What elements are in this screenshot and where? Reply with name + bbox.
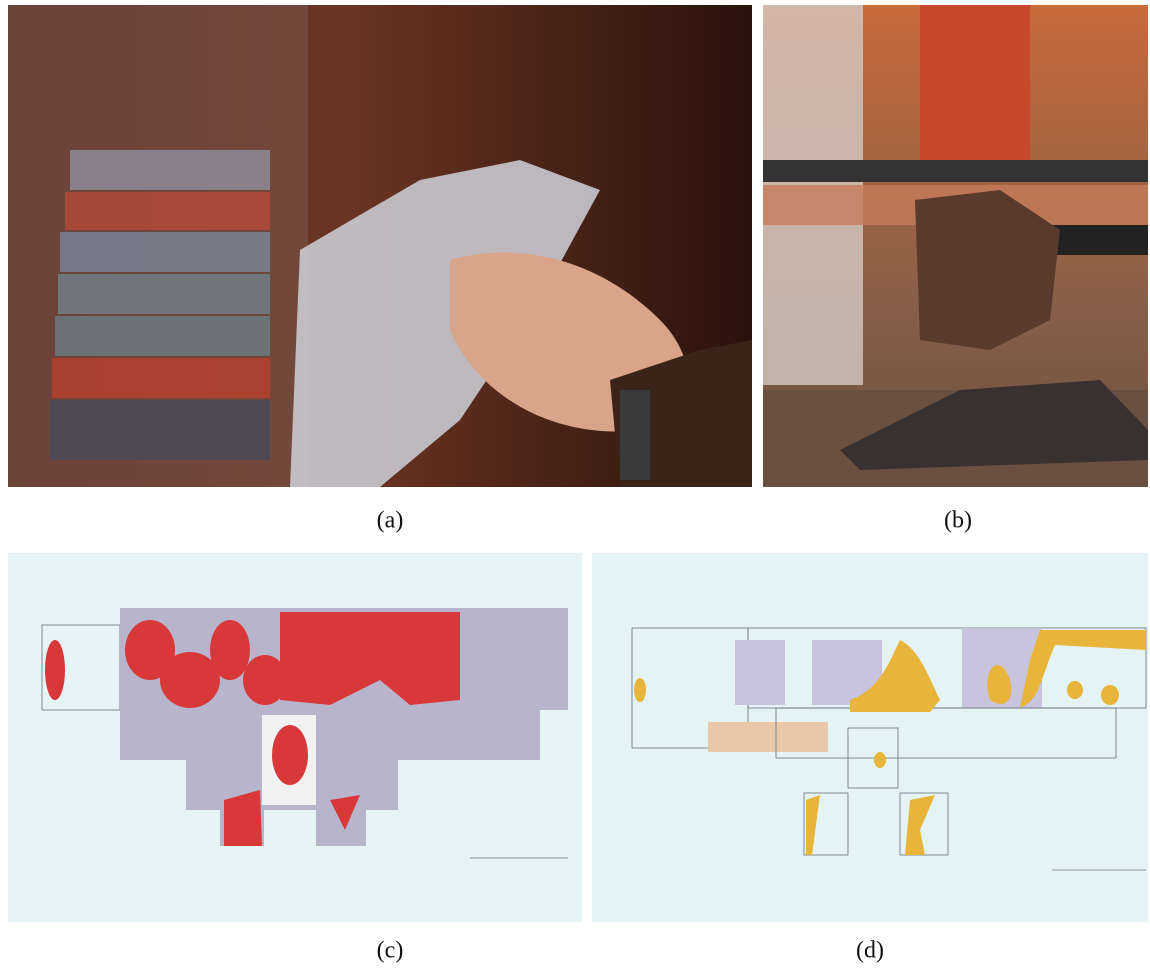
caption: (d) <box>856 938 884 964</box>
photo-a <box>8 5 752 487</box>
caption: (a) <box>377 508 404 534</box>
diagram-d <box>592 553 1148 922</box>
caption: (b) <box>944 508 972 534</box>
overlay-red <box>45 612 460 846</box>
diagram-c <box>8 553 582 922</box>
overlay-yellow <box>634 630 1146 855</box>
caption: (c) <box>377 938 404 964</box>
photo-b <box>763 5 1148 487</box>
